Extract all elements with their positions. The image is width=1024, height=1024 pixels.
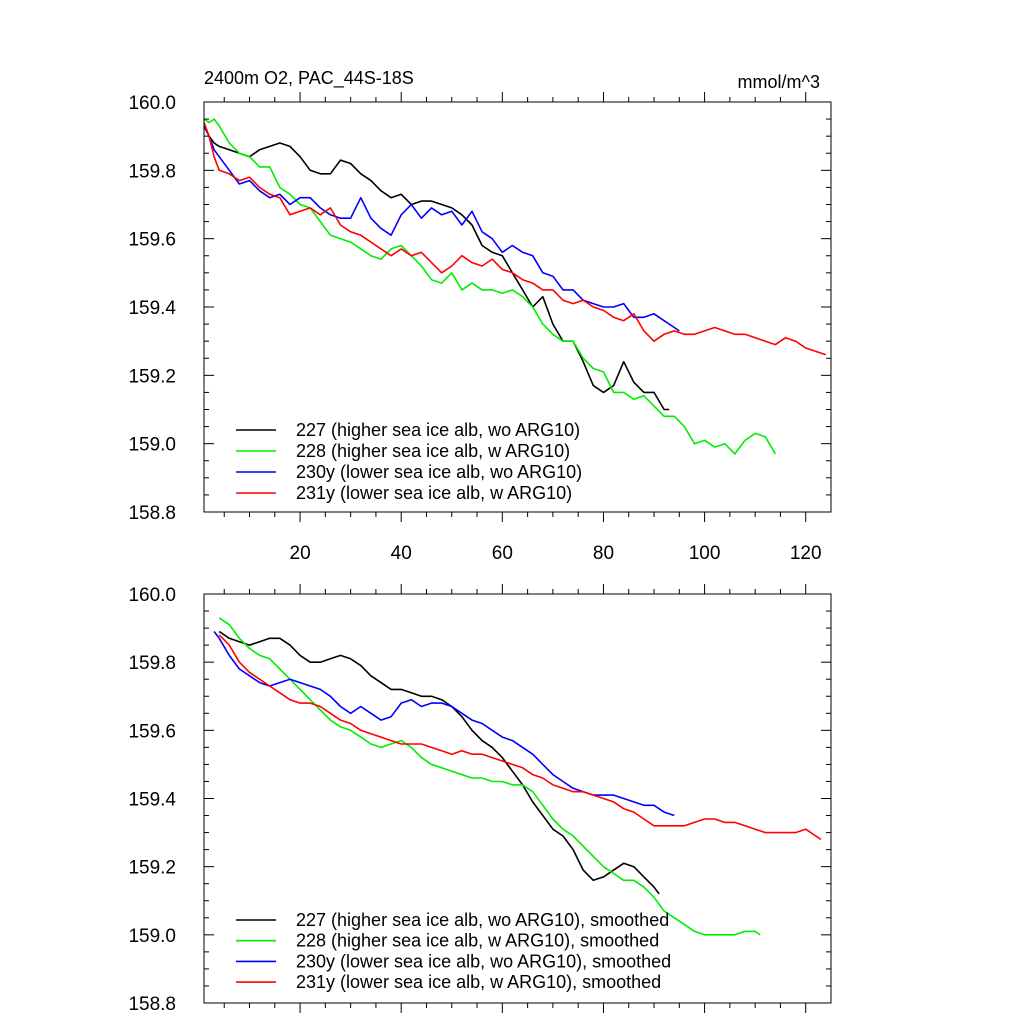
series-line-227 [218, 630, 660, 895]
y-tick-label: 160.0 [128, 93, 176, 114]
bottom-series-layer [213, 617, 822, 936]
top-chart-units: mmol/m^3 [738, 72, 820, 92]
series-line-230y [203, 125, 680, 332]
top-plot-frame [203, 101, 832, 513]
top-ticks-layer: 158.8 159.0 159.2 159.4 159.6 159.8 160.0 20 40 6… [128, 92, 831, 564]
series-line-231y [218, 634, 822, 841]
y-tick-label: 160.0 [128, 585, 176, 606]
series-line-228 [218, 617, 761, 936]
y-tick-label: 159.4 [128, 298, 176, 319]
top-legend: 227 (higher sea ice alb, wo ARG10)228 (h… [236, 420, 582, 503]
x-tick-label: 20 [290, 543, 311, 564]
top-series-layer [203, 118, 827, 455]
legend-label-228: 228 (higher sea ice alb, w ARG10), smoot… [296, 931, 659, 951]
legend-label-228: 228 (higher sea ice alb, w ARG10) [296, 441, 570, 461]
x-tick-label: 120 [790, 543, 822, 564]
top-chart-title: 2400m O2, PAC_44S-18S [204, 68, 414, 89]
y-tick-label: 159.0 [128, 926, 176, 947]
x-tick-label: 40 [391, 543, 412, 564]
legend-label-231y: 231y (lower sea ice alb, w ARG10) [296, 483, 572, 503]
y-tick-label: 159.6 [128, 230, 176, 251]
series-line-230y [213, 631, 675, 817]
y-tick-label: 159.6 [128, 721, 176, 742]
legend-label-230y: 230y (lower sea ice alb, wo ARG10) [296, 462, 582, 482]
y-tick-label: 159.0 [128, 435, 176, 456]
x-tick-label: 100 [689, 543, 721, 564]
legend-label-230y: 230y (lower sea ice alb, wo ARG10), smoo… [296, 951, 671, 971]
top-panel: 2400m O2, PAC_44S-18S mmol/m^3 158.8 159.… [128, 68, 832, 564]
y-tick-label: 159.2 [128, 366, 176, 387]
series-line-228 [203, 118, 777, 455]
bottom-plot-frame [203, 593, 832, 1004]
legend-label-231y: 231y (lower sea ice alb, w ARG10), smoot… [296, 972, 661, 992]
bottom-panel: 158.8 159.0 159.2 159.4 159.6 159.8 160.0 227 … [128, 584, 832, 1015]
y-tick-label: 158.8 [128, 503, 176, 524]
legend-label-227: 227 (higher sea ice alb, wo ARG10), smoo… [296, 910, 669, 930]
y-tick-label: 159.8 [128, 161, 176, 182]
bottom-legend: 227 (higher sea ice alb, wo ARG10), smoo… [236, 910, 671, 992]
x-tick-label: 80 [593, 543, 614, 564]
x-tick-label: 60 [492, 543, 513, 564]
y-tick-label: 158.8 [128, 994, 176, 1015]
bottom-ticks-layer: 158.8 159.0 159.2 159.4 159.6 159.8 160.0 [128, 584, 831, 1015]
series-line-227 [203, 125, 670, 411]
legend-label-227: 227 (higher sea ice alb, wo ARG10) [296, 420, 580, 440]
y-tick-label: 159.2 [128, 858, 176, 879]
y-tick-label: 159.8 [128, 653, 176, 674]
series-line-231y [203, 122, 827, 356]
y-tick-label: 159.4 [128, 790, 176, 811]
